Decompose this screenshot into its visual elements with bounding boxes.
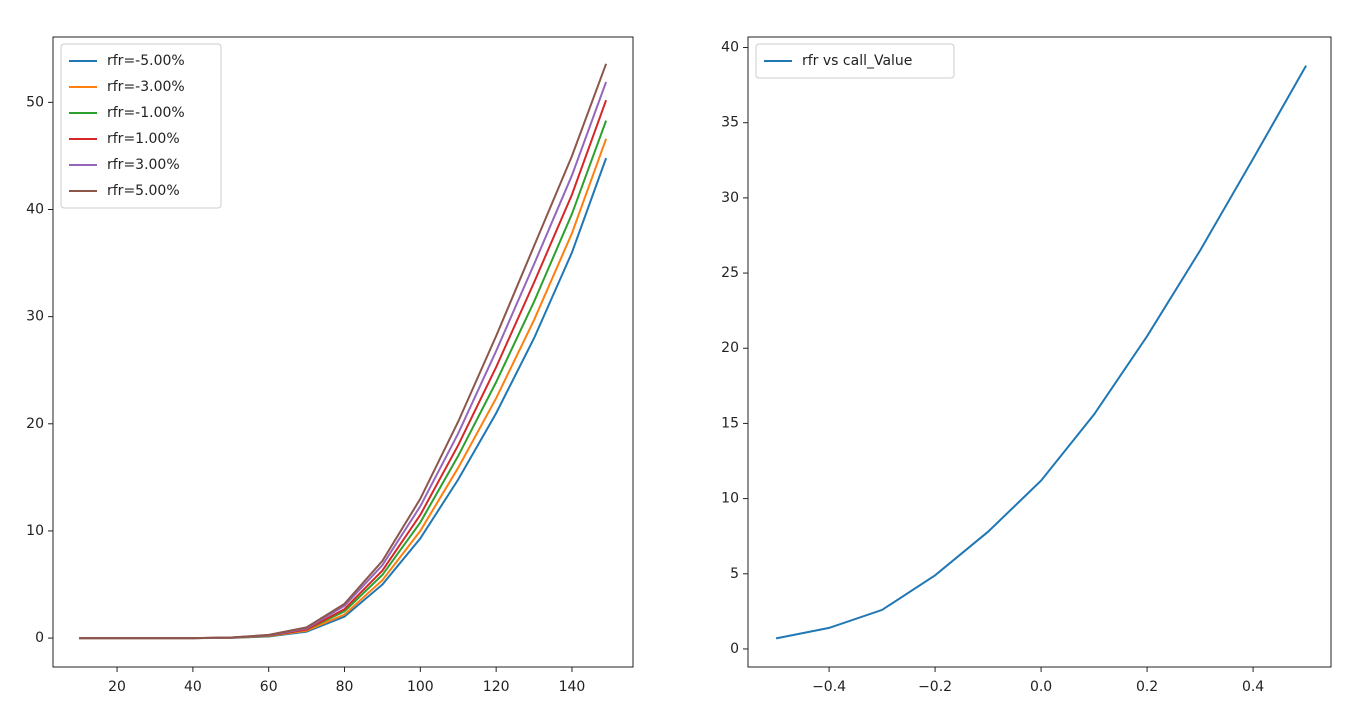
y-tick-label: 20 <box>26 416 44 432</box>
y-tick-label: 25 <box>721 265 739 281</box>
x-tick-label: 140 <box>559 679 586 695</box>
x-tick-label: 0.2 <box>1136 679 1158 695</box>
axes-frame <box>747 36 1332 668</box>
y-tick-label: 50 <box>26 94 44 110</box>
line-series <box>79 63 608 640</box>
y-tick-label: 15 <box>721 415 739 431</box>
x-tick-label: 40 <box>184 679 202 695</box>
x-tick-label: 80 <box>336 679 354 695</box>
y-tick-label: 5 <box>730 566 739 582</box>
y-tick-label: 10 <box>26 523 44 539</box>
x-tick-label: 20 <box>108 679 126 695</box>
x-tick-label: −0.4 <box>812 679 846 695</box>
x-tick-label: −0.2 <box>918 679 952 695</box>
legend-label: rfr=1.00% <box>107 131 180 147</box>
legend-label: rfr=5.00% <box>107 183 180 199</box>
legend-label: rfr vs call_Value <box>802 53 912 69</box>
x-tick-label: 0.0 <box>1030 679 1052 695</box>
y-tick-label: 0 <box>35 630 44 646</box>
legend-box <box>755 43 955 79</box>
y-tick-label: 35 <box>721 115 739 131</box>
x-tick-label: 60 <box>260 679 278 695</box>
legend-label: rfr=-1.00% <box>107 105 185 121</box>
legend-box <box>60 43 222 209</box>
y-tick-label: 20 <box>721 340 739 356</box>
y-tick-label: 30 <box>26 309 44 325</box>
line-series <box>79 157 608 640</box>
legend: rfr vs call_Value <box>755 43 955 79</box>
legend-label: rfr=3.00% <box>107 157 180 173</box>
y-tick-label: 40 <box>26 202 44 218</box>
axes-frame <box>52 36 634 668</box>
x-tick-label: 0.4 <box>1242 679 1264 695</box>
y-tick-label: 30 <box>721 190 739 206</box>
y-tick-label: 0 <box>730 641 739 657</box>
line-series <box>775 65 1307 640</box>
chart-panel: 20 40 60 80 100 120 14001020304050rfr=-5.00%rf… <box>26 36 634 695</box>
x-tick-label: 120 <box>483 679 510 695</box>
legend-label: rfr=-3.00% <box>107 79 185 95</box>
y-tick-label: 10 <box>721 491 739 507</box>
legend: rfr=-5.00% rfr=-3.00% rfr=-1.00% rfr=1.00% r… <box>60 43 222 209</box>
chart-panel: −0.4 −0.2 0.0 0.2 0.4 0 5 10 15 20 25 30 35 40 rfr vs … <box>721 36 1332 695</box>
legend-label: rfr=-5.00% <box>107 53 185 69</box>
x-tick-label: 100 <box>407 679 434 695</box>
y-tick-label: 40 <box>721 40 739 56</box>
line-series <box>79 138 608 640</box>
